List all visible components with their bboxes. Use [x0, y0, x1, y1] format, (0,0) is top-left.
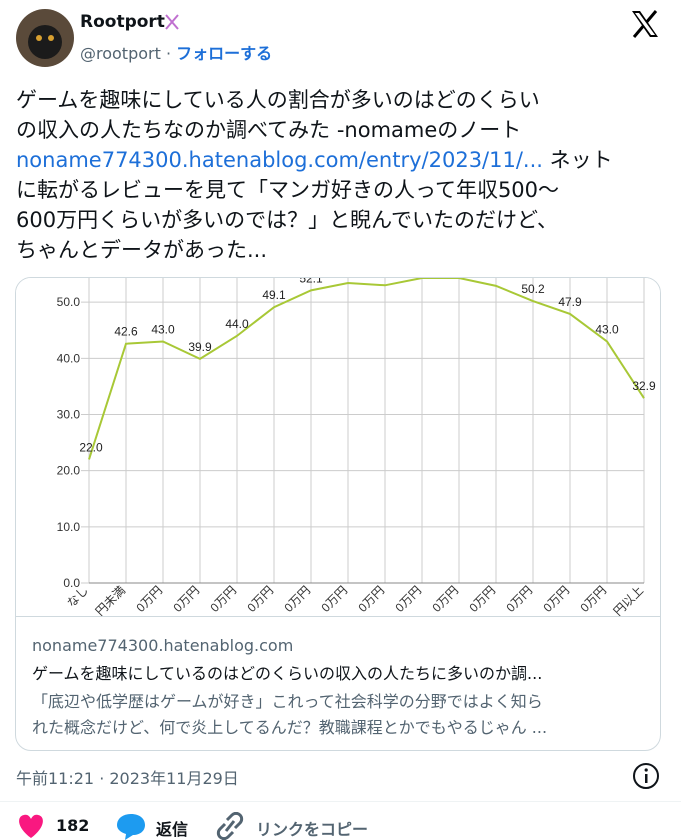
- data-label: 42.6: [114, 325, 138, 339]
- card-domain: noname774300.hatenablog.com: [32, 636, 293, 655]
- tweet-line: ちゃんとデータがあった...: [16, 234, 267, 264]
- y-tick-label: 30.0: [57, 407, 81, 421]
- follow-button[interactable]: フォローする: [176, 44, 272, 63]
- info-icon[interactable]: [632, 762, 660, 790]
- divider: [0, 801, 681, 802]
- tweet-line: ゲームを趣味にしている人の割合が多いのはどのくらい: [16, 84, 540, 114]
- tweet-line: noname774300.hatenablog.com/entry/2023/1…: [16, 144, 613, 174]
- reply-icon[interactable]: [115, 812, 147, 840]
- data-label: 53.0: [373, 278, 397, 280]
- handle[interactable]: @rootport: [80, 44, 161, 63]
- chart-background: [16, 278, 660, 616]
- tweet-line: に転がるレビューを見て「マンガ好きの人って年収500〜: [16, 174, 559, 204]
- data-label: 32.9: [632, 379, 656, 393]
- data-label: 43.0: [151, 322, 175, 336]
- avatar[interactable]: [15, 8, 75, 68]
- dna-icon: [163, 13, 181, 31]
- y-tick-label: 10.0: [57, 520, 81, 534]
- reply-label[interactable]: 返信: [156, 816, 188, 840]
- tweet-text: ネット: [543, 148, 613, 172]
- data-label: 52.9: [484, 278, 508, 281]
- like-count: 182: [56, 816, 89, 835]
- data-label: 44.0: [225, 317, 249, 331]
- y-tick-label: 40.0: [57, 351, 81, 365]
- y-tick-label: 20.0: [57, 464, 81, 478]
- tweet-link[interactable]: noname774300.hatenablog.com/entry/2023/1…: [16, 148, 543, 172]
- handle-row: @rootport · フォローする: [80, 40, 272, 64]
- data-label: 39.9: [188, 340, 212, 354]
- card-description: れた概念だけど、何で炎上してるんだ？教職課程とかでもやるじゃん ...: [32, 714, 547, 738]
- y-tick-label: 50.0: [57, 295, 81, 309]
- timestamp[interactable]: 午前11:21 · 2023年11月29日: [16, 765, 239, 789]
- data-label: 50.2: [521, 282, 545, 296]
- like-icon[interactable]: [16, 813, 46, 839]
- data-label: 52.1: [299, 278, 323, 285]
- copy-link-label[interactable]: リンクをコピー: [256, 816, 368, 840]
- tweet-line: の収入の人たちなのか調べてみた -nomameのノート: [16, 114, 521, 144]
- data-label: 49.1: [262, 288, 286, 302]
- author-name[interactable]: Rootport: [80, 12, 165, 32]
- tweet-line: 600万円くらいが多いのでは？」と睨んでいたのだけど、: [16, 204, 558, 234]
- link-icon[interactable]: [215, 812, 245, 840]
- card-title: ゲームを趣味にしているのはどのくらいの収入の人たちに多いのか調...: [32, 660, 542, 684]
- data-label: 22.0: [79, 440, 103, 454]
- card-description: 「底辺や低学歴はゲームが好き」これって社会科学の分野ではよく知ら: [32, 688, 543, 712]
- separator: ·: [166, 44, 171, 63]
- data-label: 43.0: [595, 322, 619, 336]
- data-label: 47.9: [558, 295, 582, 309]
- x-logo[interactable]: [630, 10, 660, 38]
